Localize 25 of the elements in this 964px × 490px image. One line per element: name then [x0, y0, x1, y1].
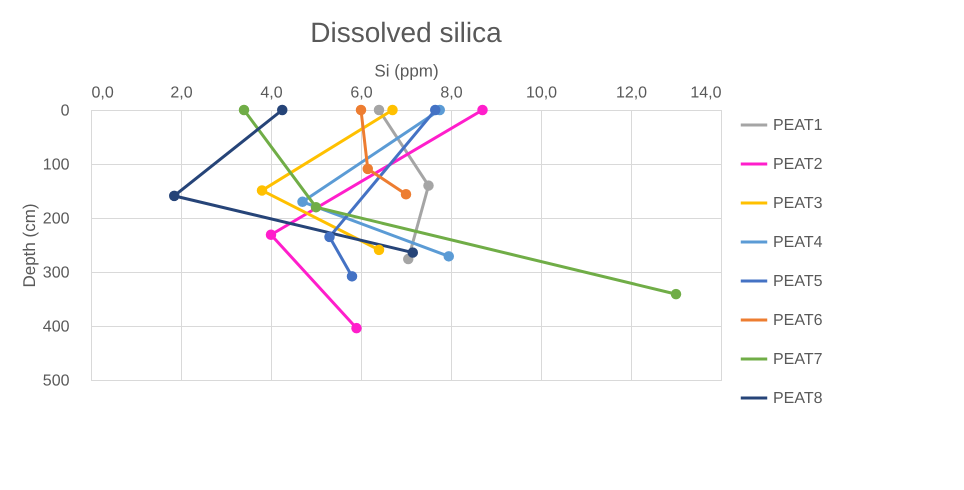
x-tick-label: 2,0	[170, 84, 193, 102]
legend-label: PEAT4	[773, 234, 823, 251]
chart-title: Dissolved silica	[310, 17, 502, 48]
x-tick-label: 4,0	[260, 84, 283, 102]
legend-label: PEAT2	[773, 156, 823, 173]
y-tick-label: 200	[42, 210, 70, 228]
y-tick-label: 300	[42, 264, 70, 282]
x-axis-title: Si (ppm)	[374, 62, 439, 80]
legend-label: PEAT7	[773, 351, 823, 368]
y-tick-label: 0	[60, 102, 70, 120]
legend-label: PEAT5	[773, 273, 823, 290]
x-tick-label: 6,0	[350, 84, 373, 102]
x-tick-label: 12,0	[616, 84, 648, 102]
legend-label: PEAT3	[773, 195, 823, 212]
y-tick-label: 100	[42, 156, 70, 174]
x-tick-label: 14,0	[690, 84, 722, 102]
x-tick-label: 0,0	[92, 84, 114, 102]
y-tick-label: 400	[42, 318, 70, 336]
y-tick-label: 500	[42, 372, 70, 390]
legend-label: PEAT6	[773, 312, 823, 329]
y-axis-title: Depth (cm)	[20, 203, 39, 288]
legend-label: PEAT8	[773, 390, 823, 407]
x-tick-label: 10,0	[526, 84, 558, 102]
x-tick-label: 8,0	[440, 84, 463, 102]
legend-label: PEAT1	[773, 117, 823, 134]
